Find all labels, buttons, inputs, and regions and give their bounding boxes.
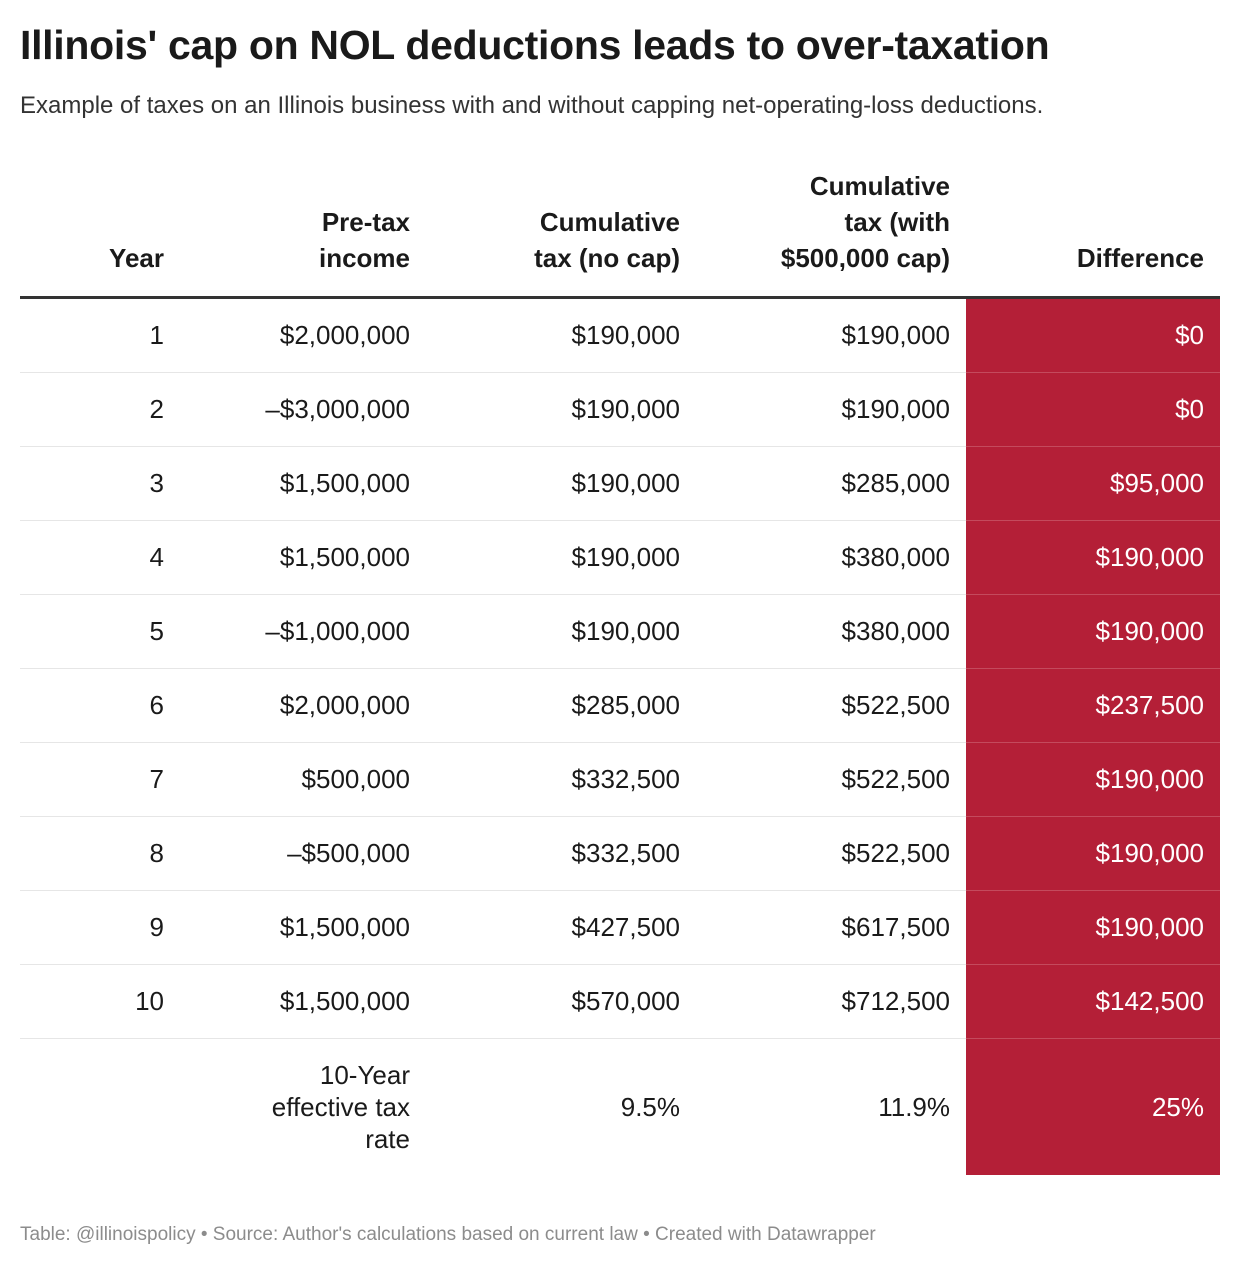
summary-row: 10-Year effective tax rate 9.5% 11.9% 25% — [20, 1038, 1220, 1176]
summary-label-cell: 10-Year effective tax rate — [271, 1060, 410, 1154]
tax-no-cap-cell: $332,500 — [426, 816, 696, 891]
tax-no-cap-cell: $190,000 — [426, 372, 696, 447]
tax-with-cap-cell: $712,500 — [696, 964, 966, 1039]
pretax-income-cell: $500,000 — [180, 742, 426, 817]
table-row: 7 $500,000 $332,500 $522,500 $190,000 — [20, 742, 1220, 817]
tax-no-cap-cell: $570,000 — [426, 964, 696, 1039]
tax-no-cap-cell: $190,000 — [426, 594, 696, 669]
difference-cell: $190,000 — [966, 890, 1220, 965]
tax-no-cap-cell: $190,000 — [426, 297, 696, 373]
difference-cell: $190,000 — [966, 742, 1220, 817]
header-pretax-income: Pre-tax income — [180, 168, 426, 299]
pretax-income-cell: $1,500,000 — [180, 520, 426, 595]
table-row: 1 $2,000,000 $190,000 $190,000 $0 — [20, 297, 1220, 373]
tax-with-cap-cell: $190,000 — [696, 297, 966, 373]
tax-no-cap-cell: $190,000 — [426, 520, 696, 595]
summary-empty-cell — [20, 1039, 180, 1176]
pretax-income-cell: –$1,000,000 — [180, 594, 426, 669]
pretax-income-cell: –$500,000 — [180, 816, 426, 891]
tax-no-cap-cell: $190,000 — [426, 446, 696, 521]
tax-with-cap-cell: $617,500 — [696, 890, 966, 965]
tax-with-cap-cell: $522,500 — [696, 816, 966, 891]
difference-cell: $190,000 — [966, 520, 1220, 595]
header-difference: Difference — [966, 168, 1220, 299]
difference-cell: $0 — [966, 372, 1220, 447]
tax-no-cap-cell: $332,500 — [426, 742, 696, 817]
chart-footer: Table: @illinoispolicy • Source: Author'… — [20, 1224, 876, 1245]
year-cell: 3 — [20, 446, 180, 521]
tax-with-cap-cell: $190,000 — [696, 372, 966, 447]
year-cell: 2 — [20, 372, 180, 447]
table-row: 2 –$3,000,000 $190,000 $190,000 $0 — [20, 372, 1220, 447]
tax-with-cap-cell: $380,000 — [696, 594, 966, 669]
difference-cell: $142,500 — [966, 964, 1220, 1039]
table-body: 1 $2,000,000 $190,000 $190,000 $0 2 –$3,000,00… — [20, 297, 1220, 1176]
nol-table: Year Pre-tax income Cumulative tax (no c… — [20, 168, 1220, 1175]
tax-with-cap-cell: $522,500 — [696, 668, 966, 743]
year-cell: 6 — [20, 668, 180, 743]
tax-with-cap-cell: $380,000 — [696, 520, 966, 595]
pretax-income-cell: –$3,000,000 — [180, 372, 426, 447]
table-row: 5 –$1,000,000 $190,000 $380,000 $190,000 — [20, 594, 1220, 669]
tax-no-cap-cell: $427,500 — [426, 890, 696, 965]
difference-cell: $95,000 — [966, 446, 1220, 521]
header-year: Year — [20, 168, 180, 299]
header-cumulative-tax-with-cap: Cumulative tax (with $500,000 cap) — [696, 168, 966, 299]
pretax-income-cell: $1,500,000 — [180, 964, 426, 1039]
difference-cell: $237,500 — [966, 668, 1220, 743]
year-cell: 1 — [20, 297, 180, 373]
difference-cell: $190,000 — [966, 816, 1220, 891]
header-cumulative-tax-no-cap: Cumulative tax (no cap) — [426, 168, 696, 299]
table-row: 8 –$500,000 $332,500 $522,500 $190,000 — [20, 816, 1220, 891]
table-row: 10 $1,500,000 $570,000 $712,500 $142,500 — [20, 964, 1220, 1039]
year-cell: 10 — [20, 964, 180, 1039]
chart-title: Illinois' cap on NOL deductions leads to… — [20, 22, 1050, 68]
table-row: 3 $1,500,000 $190,000 $285,000 $95,000 — [20, 446, 1220, 521]
year-cell: 9 — [20, 890, 180, 965]
header-row: Year Pre-tax income Cumulative tax (no c… — [20, 168, 1220, 299]
chart-subtitle: Example of taxes on an Illinois business… — [20, 92, 1044, 119]
tax-with-cap-cell: $285,000 — [696, 446, 966, 521]
tax-no-cap-cell: $285,000 — [426, 668, 696, 743]
table-row: 9 $1,500,000 $427,500 $617,500 $190,000 — [20, 890, 1220, 965]
pretax-income-cell: $2,000,000 — [180, 668, 426, 743]
summary-rate-with-cap-cell: 11.9% — [878, 1092, 950, 1122]
difference-cell: $190,000 — [966, 594, 1220, 669]
year-cell: 8 — [20, 816, 180, 891]
table-row: 4 $1,500,000 $190,000 $380,000 $190,000 — [20, 520, 1220, 595]
pretax-income-cell: $1,500,000 — [180, 890, 426, 965]
year-cell: 7 — [20, 742, 180, 817]
pretax-income-cell: $1,500,000 — [180, 446, 426, 521]
table-row: 6 $2,000,000 $285,000 $522,500 $237,500 — [20, 668, 1220, 743]
difference-cell: $0 — [966, 297, 1220, 373]
summary-difference-cell: 25% — [966, 1038, 1220, 1175]
summary-rate-no-cap-cell: 9.5% — [620, 1092, 680, 1122]
tax-with-cap-cell: $522,500 — [696, 742, 966, 817]
pretax-income-cell: $2,000,000 — [180, 297, 426, 373]
year-cell: 4 — [20, 520, 180, 595]
year-cell: 5 — [20, 594, 180, 669]
